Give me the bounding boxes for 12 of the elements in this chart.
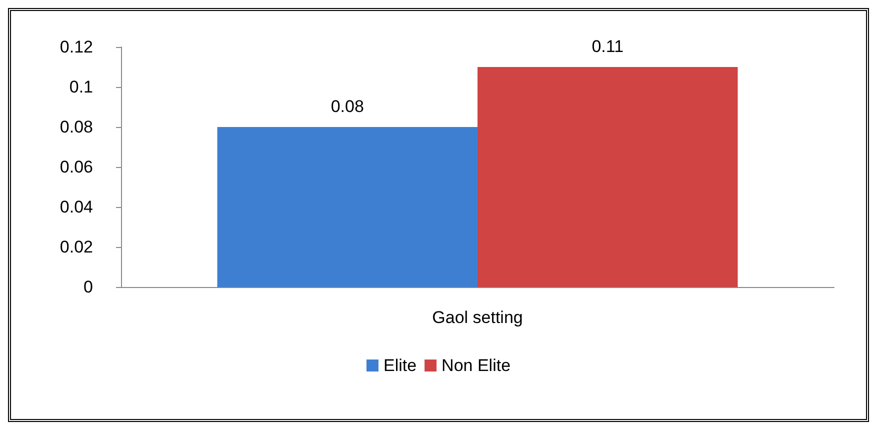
y-tick-label: 0: [84, 278, 93, 296]
x-tick-label: Gaol setting: [432, 308, 523, 327]
y-tick-label: 0.02: [60, 238, 93, 256]
legend-label: Elite: [383, 356, 417, 375]
legend-label: Non Elite: [442, 356, 511, 375]
data-label: 0.11: [592, 37, 624, 56]
y-tick-label: 0.08: [60, 118, 93, 136]
y-tick-label: 0.12: [60, 38, 93, 56]
data-label: 0.08: [330, 97, 364, 116]
y-tick-label: 0.06: [60, 158, 93, 176]
y-tick-label: 0.1: [69, 78, 93, 96]
y-tick-label: 0.04: [60, 198, 93, 216]
